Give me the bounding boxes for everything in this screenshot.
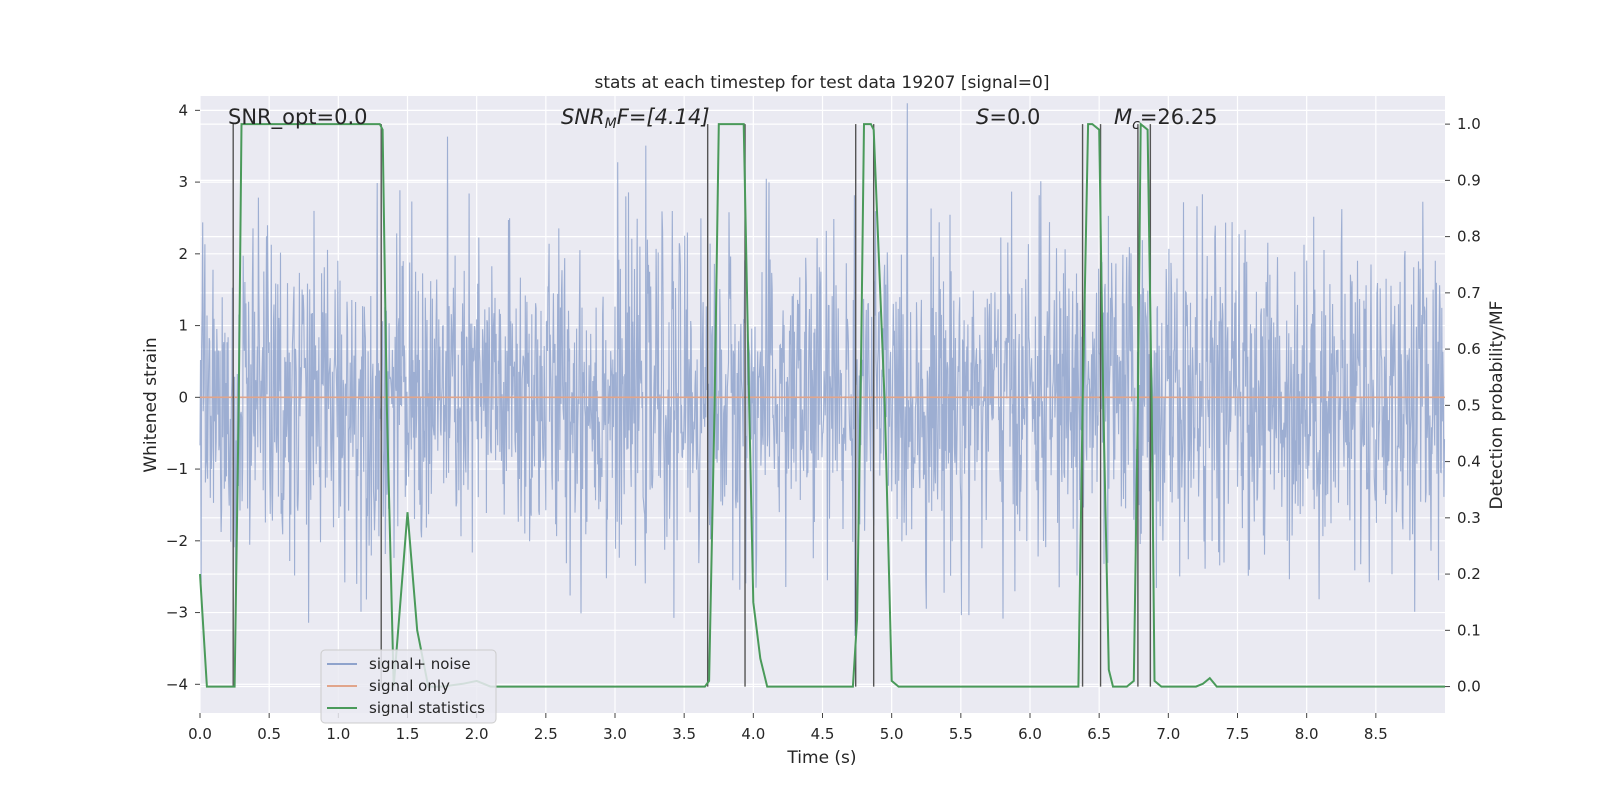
- annotation-snr-opt: SNR_opt=0.0: [228, 105, 368, 130]
- y-right-tick-label: 0.3: [1457, 509, 1481, 527]
- y-right-axis-label: Detection probability/MF: [1487, 301, 1507, 510]
- x-tick-label: 2.5: [534, 725, 558, 743]
- chart-title: stats at each timestep for test data 192…: [595, 73, 1050, 93]
- x-tick-label: 5.0: [880, 725, 904, 743]
- y-left-tick-label: 4: [178, 101, 188, 119]
- legend-label-noise: signal+ noise: [369, 655, 471, 673]
- noise-series: [199, 103, 1446, 636]
- y-left-tick-label: −2: [166, 532, 188, 550]
- y-left-axis-label: Whitened strain: [141, 337, 161, 472]
- y-right-tick-label: 0.9: [1457, 171, 1481, 189]
- y-right-tick-label: 0.6: [1457, 340, 1481, 358]
- y-right-tick-label: 0.2: [1457, 565, 1481, 583]
- y-right-tick-label: 0.0: [1457, 678, 1481, 696]
- y-right-tick-label: 0.4: [1457, 453, 1481, 471]
- y-left-tick-label: −1: [166, 460, 188, 478]
- noise-line: [199, 103, 1446, 636]
- y-right-tick-label: 0.7: [1457, 284, 1481, 302]
- y-right-tick-label: 1.0: [1457, 115, 1481, 133]
- x-tick-label: 5.5: [949, 725, 973, 743]
- x-tick-label: 2.0: [465, 725, 489, 743]
- annotation-mc: Mc=26.25: [1114, 105, 1218, 133]
- legend-box: [320, 649, 497, 724]
- y-right-tick-label: 0.8: [1457, 228, 1481, 246]
- y-left-tick-label: −4: [166, 675, 188, 693]
- x-tick-label: 7.5: [1226, 725, 1250, 743]
- x-tick-label: 4.0: [741, 725, 765, 743]
- x-tick-label: 6.5: [1087, 725, 1111, 743]
- legend-label-statistics: signal statistics: [369, 699, 485, 717]
- x-axis-label: Time (s): [786, 748, 856, 768]
- annotation-snr-mf: SNRMF=[4.14]: [561, 105, 710, 132]
- x-tick-label: 4.5: [811, 725, 835, 743]
- y-right-ticks: 1.0 0.9 0.8 0.7 0.6 0.5 0.4 0.3 0.2 0.1 0.0: [1445, 115, 1481, 696]
- y-left-tick-label: 0: [178, 388, 188, 406]
- x-tick-label: 3.0: [603, 725, 627, 743]
- x-tick-label: 1.5: [396, 725, 420, 743]
- x-tick-label: 8.0: [1295, 725, 1319, 743]
- signal-statistics-series: [199, 122, 1445, 688]
- statistics-line: [199, 122, 1445, 688]
- y-right-tick-label: 0.5: [1457, 396, 1481, 414]
- x-ticks: 0.0 0.5 1.0 1.5 2.0 2.5 3.0 3.5 4.0 4.5 5.0 5.5 6.0 6…: [188, 713, 1388, 743]
- y-left-ticks: 4 3 2 1 0 −1 −2 −3 −4: [166, 101, 200, 693]
- y-left-tick-label: 1: [178, 317, 188, 335]
- x-tick-label: 8.5: [1364, 725, 1388, 743]
- x-tick-label: 0.0: [188, 725, 212, 743]
- y-left-tick-label: −3: [166, 604, 188, 622]
- y-left-tick-label: 3: [178, 173, 188, 191]
- x-tick-label: 7.0: [1156, 725, 1180, 743]
- y-left-tick-label: 2: [178, 245, 188, 263]
- x-tick-label: 1.0: [326, 725, 350, 743]
- x-tick-label: 3.5: [672, 725, 696, 743]
- legend: signal+ noise signal only signal statist…: [320, 649, 497, 724]
- legend-label-signal-only: signal only: [369, 677, 450, 695]
- grid: [199, 96, 1445, 713]
- x-tick-label: 6.0: [1018, 725, 1042, 743]
- y-right-tick-label: 0.1: [1457, 621, 1481, 639]
- annotation-s: S=0.0: [976, 105, 1040, 129]
- x-tick-label: 0.5: [257, 725, 281, 743]
